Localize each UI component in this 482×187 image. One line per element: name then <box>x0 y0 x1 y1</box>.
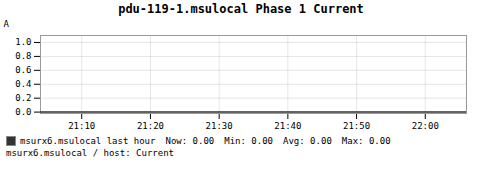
svg-text:0.0: 0.0 <box>15 107 31 117</box>
svg-text:1.0: 1.0 <box>15 37 31 47</box>
svg-text:0.6: 0.6 <box>15 65 31 75</box>
html-text:Max: 0.00: Max: 0.00 <box>341 136 391 146</box>
svg-text:21:50: 21:50 <box>343 121 370 131</box>
html-text:Now: 0.00: Now: 0.00 <box>165 136 215 146</box>
svg-text:0.8: 0.8 <box>15 51 31 61</box>
html-text:Min: 0.00: Min: 0.00 <box>224 136 273 146</box>
svg-text:21:30: 21:30 <box>206 121 233 131</box>
svg-text:21:40: 21:40 <box>274 121 301 131</box>
html-text:pdu-119-1.msulocal Phase 1 Cur: pdu-119-1.msulocal Phase 1 Current <box>118 2 364 16</box>
svg-text:0.4: 0.4 <box>15 79 31 89</box>
svg-text:22:00: 22:00 <box>412 121 439 131</box>
html-text:Avg: 0.00: Avg: 0.00 <box>283 136 332 146</box>
svg-text:21:20: 21:20 <box>137 121 164 131</box>
html-text:msurx6.msulocal last hour: msurx6.msulocal last hour <box>20 136 156 146</box>
svg-text:0.2: 0.2 <box>15 93 31 103</box>
html-text:msurx6.msulocal / host: Curren: msurx6.msulocal / host: Current <box>6 148 174 158</box>
svg-text:A: A <box>4 19 10 29</box>
svg-text:21:10: 21:10 <box>68 121 95 131</box>
